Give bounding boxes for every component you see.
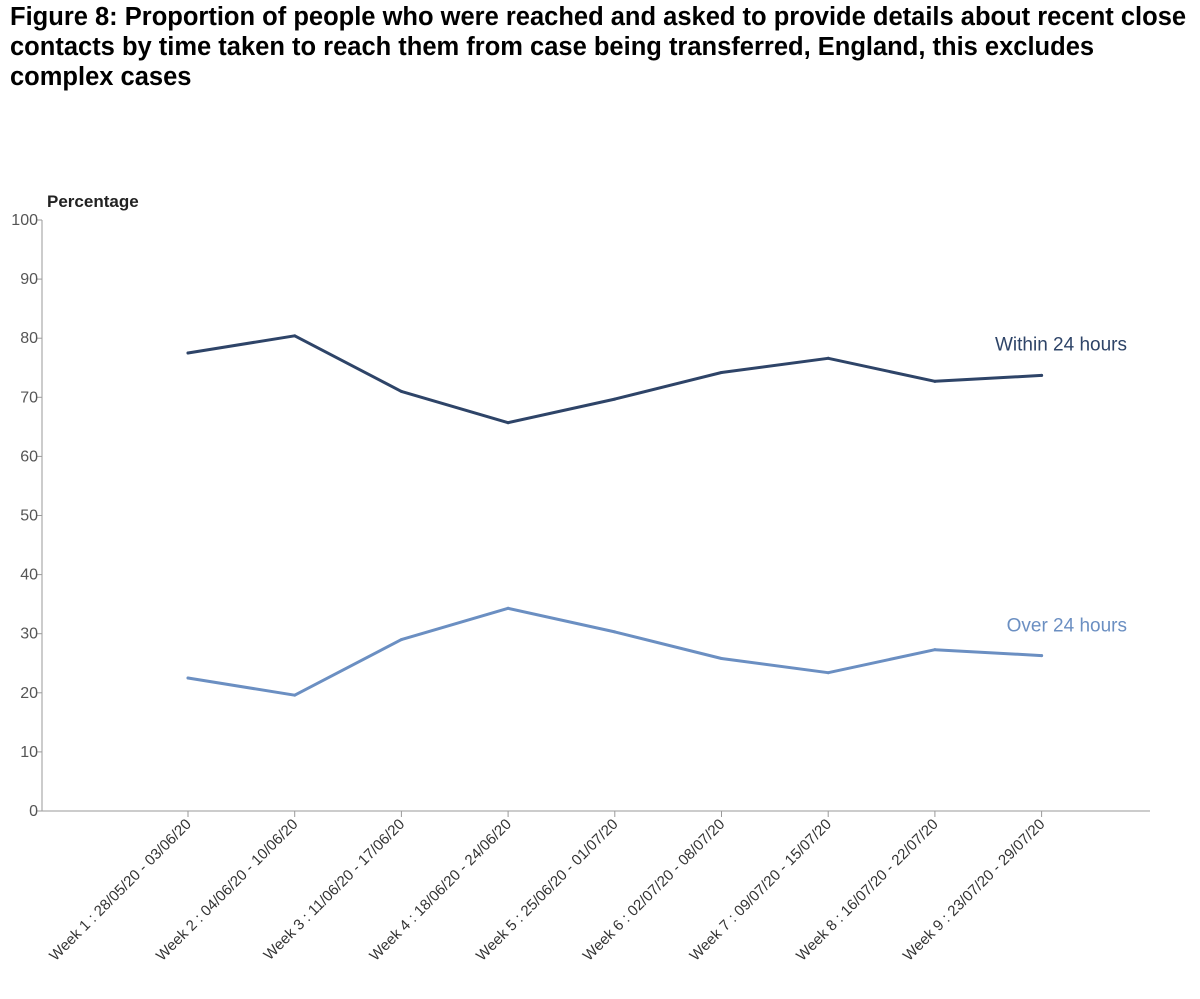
data-point	[506, 606, 510, 610]
y-axis: 0 10 20 30 40 50 60 70 80 90 100	[11, 212, 43, 820]
y-tick-label: 90	[20, 271, 38, 288]
data-point	[506, 421, 510, 425]
y-tick-label: 40	[20, 567, 38, 584]
data-point	[613, 397, 617, 401]
y-tick-label: 50	[20, 508, 38, 525]
data-point	[186, 351, 190, 355]
series-lines	[186, 334, 1044, 697]
y-axis-title: Percentage	[47, 192, 139, 211]
data-point	[933, 379, 937, 383]
data-point	[293, 693, 297, 697]
data-point	[826, 671, 830, 675]
y-tick-label: 80	[20, 330, 38, 347]
data-point	[293, 334, 297, 338]
y-tick-label: 0	[29, 803, 38, 820]
data-point	[720, 657, 723, 661]
series-line-2	[186, 606, 1044, 697]
series-labels: Within 24 hours Over 24 hours	[995, 334, 1127, 636]
y-tick-label: 30	[20, 626, 38, 643]
series-label-1: Within 24 hours	[995, 334, 1127, 355]
data-point	[399, 638, 403, 642]
data-point	[399, 389, 403, 393]
series-label-2: Over 24 hours	[1007, 616, 1127, 637]
data-point	[1040, 373, 1044, 377]
y-tick-label: 100	[11, 212, 38, 229]
data-point	[720, 370, 723, 374]
figure-title: Figure 8: Proportion of people who were …	[10, 3, 1187, 91]
data-point	[933, 648, 937, 652]
data-point	[186, 676, 190, 680]
series-line-1	[186, 334, 1044, 425]
data-point	[826, 356, 830, 360]
data-point	[1040, 654, 1044, 658]
y-tick-label: 10	[20, 744, 38, 761]
y-tick-label: 20	[20, 685, 38, 702]
y-tick-label: 60	[20, 448, 38, 465]
y-tick-label: 70	[20, 389, 38, 406]
data-point	[613, 630, 617, 634]
